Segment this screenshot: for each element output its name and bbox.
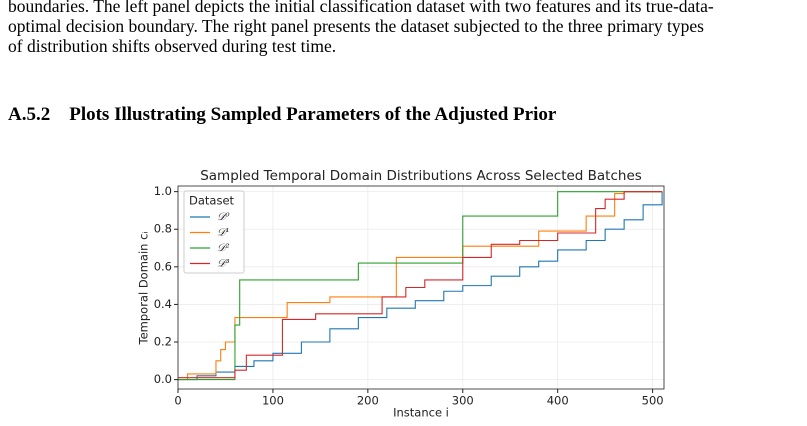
x-tick-label: 100 <box>262 394 284 408</box>
x-tick-label: 200 <box>357 394 379 408</box>
y-tick-label: 0.8 <box>154 222 172 236</box>
paragraph: boundaries. The left panel depicts the i… <box>8 0 714 56</box>
legend-title: Dataset <box>189 194 235 208</box>
y-tick-label: 0.4 <box>154 297 172 311</box>
x-tick-label: 300 <box>452 394 474 408</box>
legend-label: 𝒟¹ <box>217 227 230 239</box>
text-line: optimal decision boundary. The right pan… <box>8 16 704 36</box>
y-tick-label: 0.2 <box>154 335 172 349</box>
section-heading: A.5.2 Plots Illustrating Sampled Paramet… <box>8 104 557 125</box>
series-line <box>178 191 663 381</box>
y-axis-label: Temporal Domain cᵢ <box>137 232 151 346</box>
plot-frame <box>177 185 665 390</box>
x-tick-label: 400 <box>547 394 569 408</box>
text-line: of distribution shifts observed during t… <box>8 36 337 56</box>
text-line: boundaries. The left panel depicts the i… <box>8 0 714 16</box>
y-tick-label: 1.0 <box>154 184 172 198</box>
series-line <box>178 191 663 379</box>
x-tick-label: 500 <box>642 394 664 408</box>
y-tick-label: 0.0 <box>154 372 172 386</box>
y-tick-label: 0.6 <box>154 259 172 273</box>
chart-title: Sampled Temporal Domain Distributions Ac… <box>200 168 642 184</box>
x-tick-label: 0 <box>174 394 181 408</box>
series-line <box>178 191 663 381</box>
legend-label: 𝒟⁰ <box>217 211 230 223</box>
x-axis-label: Instance i <box>393 406 449 420</box>
series-line <box>178 191 663 381</box>
legend-label: 𝒟³ <box>217 258 230 270</box>
legend-box <box>183 190 245 274</box>
legend-label: 𝒟² <box>217 242 230 254</box>
